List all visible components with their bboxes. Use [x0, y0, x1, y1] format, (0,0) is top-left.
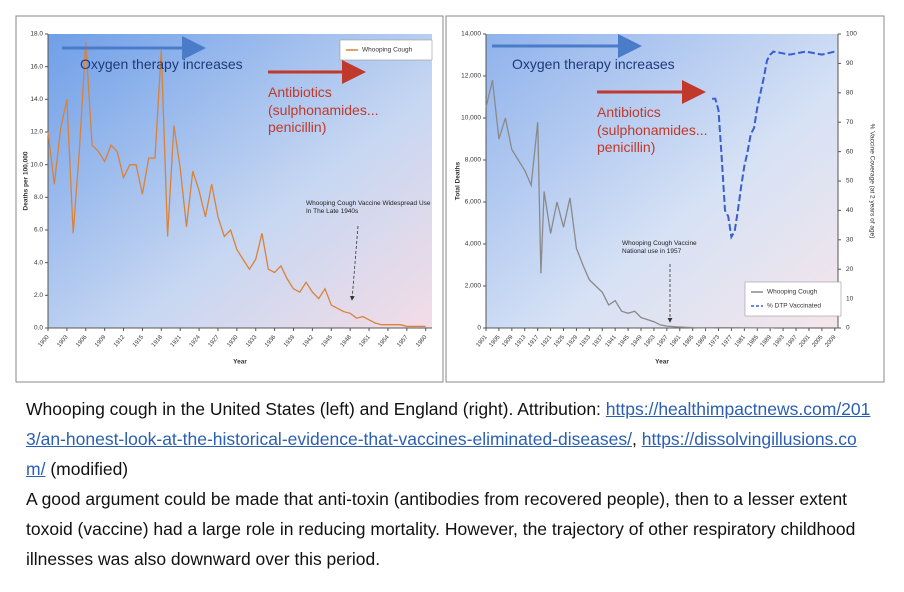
- annotation: Antibiotics (sulphonamides... penicillin…: [597, 104, 708, 155]
- y2-tick-label: 0: [846, 325, 850, 332]
- y2-tick-label: 60: [846, 148, 854, 155]
- y-tick-label: 4,000: [465, 241, 482, 248]
- y2-tick-label: 80: [846, 90, 854, 97]
- caption-suffix: (modified): [50, 459, 129, 479]
- plot-area: [48, 34, 432, 328]
- y2-tick-label: 100: [846, 31, 857, 38]
- y-tick-label: 8,000: [465, 157, 482, 164]
- series-line: [485, 80, 774, 329]
- annotation: Whooping Cough Vaccine National use in 1…: [622, 240, 697, 256]
- y-tick-label: 8.0: [34, 194, 43, 201]
- attribution: Whooping cough in the United States (lef…: [26, 394, 876, 484]
- y-tick-label: 10.0: [30, 161, 43, 168]
- y-tick-label: 16.0: [30, 63, 43, 70]
- plot-area: [486, 34, 838, 328]
- y2-tick-label: 50: [846, 178, 854, 185]
- legend-label: Whooping Cough: [767, 289, 818, 296]
- y-tick-label: 2,000: [465, 283, 482, 290]
- y-tick-label: 12,000: [461, 73, 481, 80]
- annotation: Whooping Cough Vaccine Widespread Use In…: [306, 200, 431, 216]
- y-tick-label: 14.0: [30, 96, 43, 103]
- x-axis-label: Year: [233, 359, 247, 366]
- series-line: [712, 50, 836, 240]
- body-text: A good argument could be made that anti-…: [26, 489, 856, 569]
- y2-tick-label: 40: [846, 207, 854, 214]
- arrow: [349, 225, 359, 301]
- caption-intro: Whooping cough in the United States (lef…: [26, 399, 601, 419]
- link[interactable]: https://healthimpactnews.com/2013/an-hon…: [26, 399, 871, 449]
- caption: Whooping cough in the United States (lef…: [26, 394, 876, 574]
- y-axis-label: Deaths per 100,000: [23, 151, 30, 210]
- annotation: Oxygen therapy increases: [512, 56, 675, 72]
- y-tick-label: 0.0: [34, 325, 43, 332]
- legend: [339, 39, 433, 61]
- legend: [744, 281, 842, 317]
- y2-tick-label: 20: [846, 266, 854, 273]
- y-tick-label: 4.0: [34, 259, 43, 266]
- x-axis-label: Year: [655, 359, 669, 366]
- series-line: [47, 42, 426, 328]
- y-tick-label: 14,000: [461, 31, 481, 38]
- y2-tick-label: 90: [846, 60, 854, 67]
- y2-axis-label: % Vaccine Coverage (at 2 years of age): [868, 124, 875, 239]
- y2-tick-label: 70: [846, 119, 854, 126]
- annotation: Antibiotics (sulphonamides... penicillin…: [268, 84, 379, 135]
- y-tick-label: 6.0: [34, 227, 43, 234]
- legend-label: Whooping Cough: [362, 47, 413, 54]
- separator: ,: [631, 429, 637, 449]
- legend-label: % DTP Vaccinated: [767, 303, 821, 310]
- y-tick-label: 2.0: [34, 292, 43, 299]
- y2-tick-label: 30: [846, 237, 854, 244]
- y-tick-label: 10,000: [461, 115, 481, 122]
- y-axis-label: Total Deaths: [455, 161, 462, 200]
- y-tick-label: 12.0: [30, 129, 43, 136]
- y-tick-label: 6,000: [465, 199, 482, 206]
- link[interactable]: https://dissolvingillusions.com/: [26, 429, 857, 479]
- y2-tick-label: 10: [846, 295, 854, 302]
- annotation: Oxygen therapy increases: [80, 56, 243, 72]
- y-tick-label: 18.0: [30, 31, 43, 38]
- y-tick-label: 0: [477, 325, 481, 332]
